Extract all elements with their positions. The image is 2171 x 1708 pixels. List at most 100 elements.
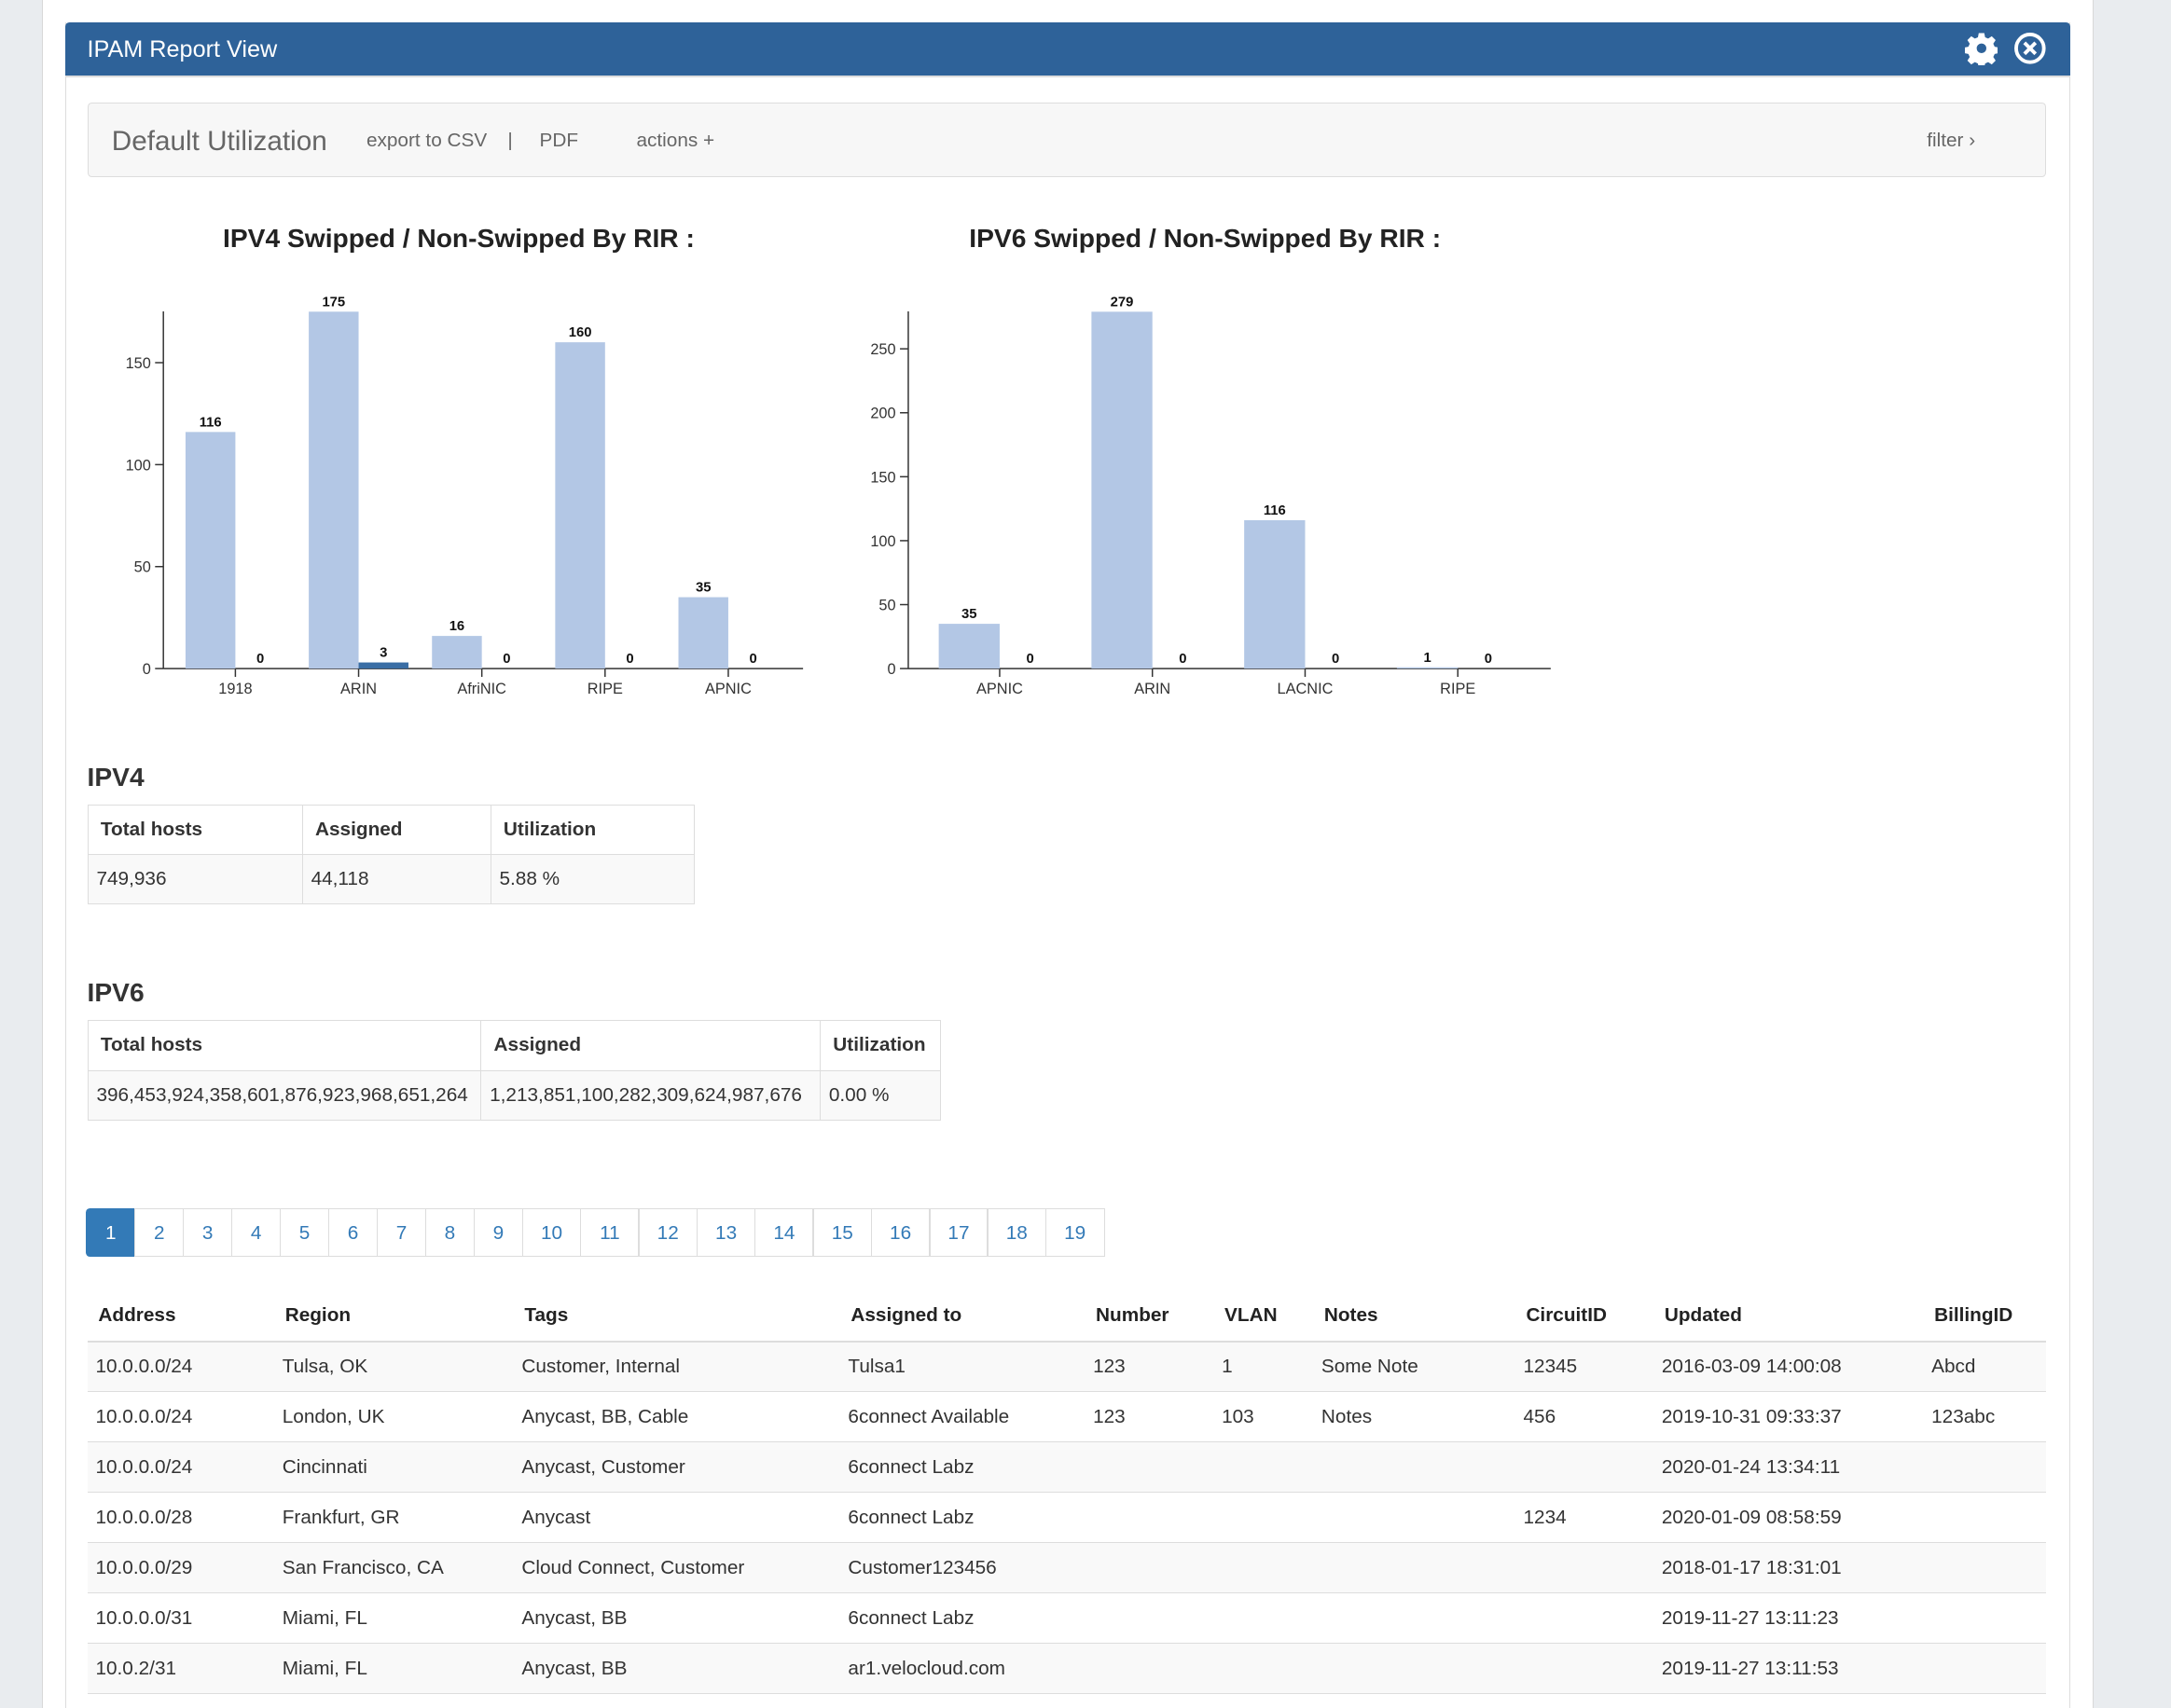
- y-tick-label: 150: [126, 355, 151, 372]
- bar-value-label: 16: [449, 619, 465, 634]
- table-row[interactable]: 10.0.0.0/24 Cincinnati Anycast, Customer 6c…: [87, 1441, 2047, 1494]
- ipv4-summary-table: Total hosts Assigned Utilization 749,936 44…: [87, 804, 695, 905]
- cell-circuitid: [1514, 1592, 1653, 1645]
- ipv4-heading: IPV4: [87, 761, 145, 792]
- swiped-bar: [1244, 519, 1306, 669]
- col-header: Total hosts: [87, 1020, 482, 1071]
- col-header-assigned-to[interactable]: Assigned to: [839, 1291, 1086, 1343]
- table-row[interactable]: 10.0.0.0/24 Tulsa, OK Customer, Internal Tu…: [87, 1341, 2047, 1393]
- cell-circuitid: [1514, 1542, 1653, 1594]
- cell-billingid: Abcd: [1923, 1341, 2047, 1393]
- page-3-button[interactable]: 3: [182, 1208, 233, 1258]
- bar-value-label: 0: [503, 652, 510, 667]
- page-10-button[interactable]: 10: [521, 1208, 582, 1258]
- cell-address: 10.0.0.0/31: [87, 1592, 274, 1645]
- cell-region: San Francisco, CA: [273, 1542, 514, 1594]
- table-row[interactable]: 10.0.0.0/29 San Francisco, CA Cloud Connec…: [87, 1542, 2047, 1594]
- col-header-updated[interactable]: Updated: [1652, 1291, 1924, 1343]
- col-header-vlan[interactable]: VLAN: [1213, 1291, 1313, 1343]
- page-6-button[interactable]: 6: [327, 1208, 379, 1258]
- swiped-bar: [938, 624, 1000, 669]
- col-header-address[interactable]: Address: [87, 1291, 274, 1343]
- cell-vlan: [1213, 1441, 1313, 1494]
- col-header-region[interactable]: Region: [273, 1291, 514, 1343]
- cell-number: [1085, 1643, 1214, 1695]
- export-csv-link[interactable]: export to CSV: [366, 130, 488, 152]
- utilization: 0.00 %: [819, 1069, 942, 1122]
- cell-assigned-to: ar1.velocloud.com: [839, 1643, 1086, 1695]
- close-circle-icon[interactable]: [2013, 32, 2047, 65]
- ipv6-summary-table: Total hosts Assigned Utilization 396,453,9…: [87, 1020, 942, 1122]
- ipv4-chart-title: IPV4 Swipped / Non-Swipped By RIR :: [223, 223, 695, 254]
- col-header-number[interactable]: Number: [1085, 1291, 1214, 1343]
- cell-assigned-to: 6connect Labz: [839, 1441, 1086, 1494]
- total-hosts: 396,453,924,358,601,876,923,968,651,264: [87, 1069, 482, 1122]
- cell-vlan: [1213, 1643, 1313, 1695]
- col-header-circuitid[interactable]: CircuitID: [1514, 1291, 1653, 1343]
- cell-circuitid: 12345: [1514, 1341, 1653, 1393]
- bar-value-label: 0: [1485, 652, 1492, 667]
- col-header: Assigned: [480, 1020, 821, 1071]
- assigned: 44,118: [301, 854, 491, 905]
- cell-updated: 2019-10-31 09:33:37: [1652, 1391, 1924, 1443]
- cell-vlan: 103: [1213, 1391, 1313, 1443]
- page-18-button[interactable]: 18: [987, 1208, 1047, 1258]
- page-1-button[interactable]: 1: [86, 1208, 136, 1258]
- page-14-button[interactable]: 14: [754, 1208, 814, 1258]
- bar-value-label: 35: [696, 581, 711, 596]
- page-8-button[interactable]: 8: [424, 1208, 476, 1258]
- report-panel: [64, 21, 2070, 1708]
- page-16-button[interactable]: 16: [870, 1208, 931, 1258]
- page-9-button[interactable]: 9: [473, 1208, 524, 1258]
- toolbar: Default Utilization export to CSV | PDF …: [87, 102, 2047, 178]
- page-4-button[interactable]: 4: [230, 1208, 282, 1258]
- separator: |: [507, 130, 513, 152]
- assigned: 1,213,851,100,282,309,624,987,676: [480, 1069, 821, 1122]
- cell-updated: 2020-01-09 08:58:59: [1652, 1492, 1924, 1544]
- page-2-button[interactable]: 2: [134, 1208, 185, 1258]
- x-tick-label: ARIN: [1134, 681, 1170, 697]
- y-tick-label: 50: [134, 559, 151, 576]
- x-tick-label: APNIC: [976, 681, 1023, 697]
- chevron-right-icon: ›: [1969, 130, 1976, 152]
- cell-billingid: [1923, 1643, 2047, 1695]
- cell-number: [1085, 1492, 1214, 1544]
- cell-notes: [1313, 1592, 1515, 1645]
- cell-vlan: [1213, 1492, 1313, 1544]
- page-11-button[interactable]: 11: [579, 1208, 640, 1258]
- cell-region: Miami, FL: [273, 1643, 514, 1695]
- col-header-billingid[interactable]: BillingID: [1923, 1291, 2047, 1343]
- ipv6-chart-title: IPV6 Swipped / Non-Swipped By RIR :: [969, 223, 1442, 254]
- table-row[interactable]: 10.0.2/31 Miami, FL Anycast, BB ar1.veloclo…: [87, 1643, 2047, 1695]
- cell-tags: Anycast, Customer: [513, 1441, 840, 1494]
- cell-number: [1085, 1441, 1214, 1494]
- col-header-notes[interactable]: Notes: [1313, 1291, 1515, 1343]
- cell-updated: 2019-11-27 13:11:53: [1652, 1643, 1924, 1695]
- filter-label: filter: [1927, 130, 1964, 152]
- page-17-button[interactable]: 17: [929, 1208, 989, 1258]
- swiped-bar: [678, 597, 728, 669]
- filter-toggle[interactable]: filter ›: [1927, 130, 1975, 152]
- y-tick-label: 50: [878, 597, 895, 613]
- page-19-button[interactable]: 19: [1044, 1208, 1105, 1258]
- table-row[interactable]: 10.0.0.0/24 London, UK Anycast, BB, Cable 6…: [87, 1391, 2047, 1443]
- page-15-button[interactable]: 15: [812, 1208, 873, 1258]
- cell-circuitid: [1514, 1441, 1653, 1494]
- bar-value-label: 0: [750, 652, 757, 667]
- pdf-link[interactable]: PDF: [539, 130, 579, 152]
- page-12-button[interactable]: 12: [638, 1208, 698, 1258]
- table-row[interactable]: 10.0.0.0/31 Miami, FL Anycast, BB 6connect …: [87, 1592, 2047, 1645]
- gear-icon[interactable]: [1964, 32, 1998, 65]
- col-header-tags[interactable]: Tags: [513, 1291, 840, 1343]
- cell-address: 10.0.0.0/24: [87, 1391, 274, 1443]
- bar-value-label: 0: [1179, 652, 1186, 667]
- cell-assigned-to: 6connect Labz: [839, 1492, 1086, 1544]
- actions-menu[interactable]: actions +: [636, 130, 715, 152]
- panel-title: IPAM Report View: [87, 35, 278, 62]
- page-5-button[interactable]: 5: [279, 1208, 330, 1258]
- cell-assigned-to: 6connect Labz: [839, 1592, 1086, 1645]
- page-13-button[interactable]: 13: [696, 1208, 756, 1258]
- table-row[interactable]: 10.0.0.0/28 Frankfurt, GR Anycast 6connect …: [87, 1492, 2047, 1544]
- cell-billingid: 123abc: [1923, 1391, 2047, 1443]
- page-7-button[interactable]: 7: [376, 1208, 427, 1258]
